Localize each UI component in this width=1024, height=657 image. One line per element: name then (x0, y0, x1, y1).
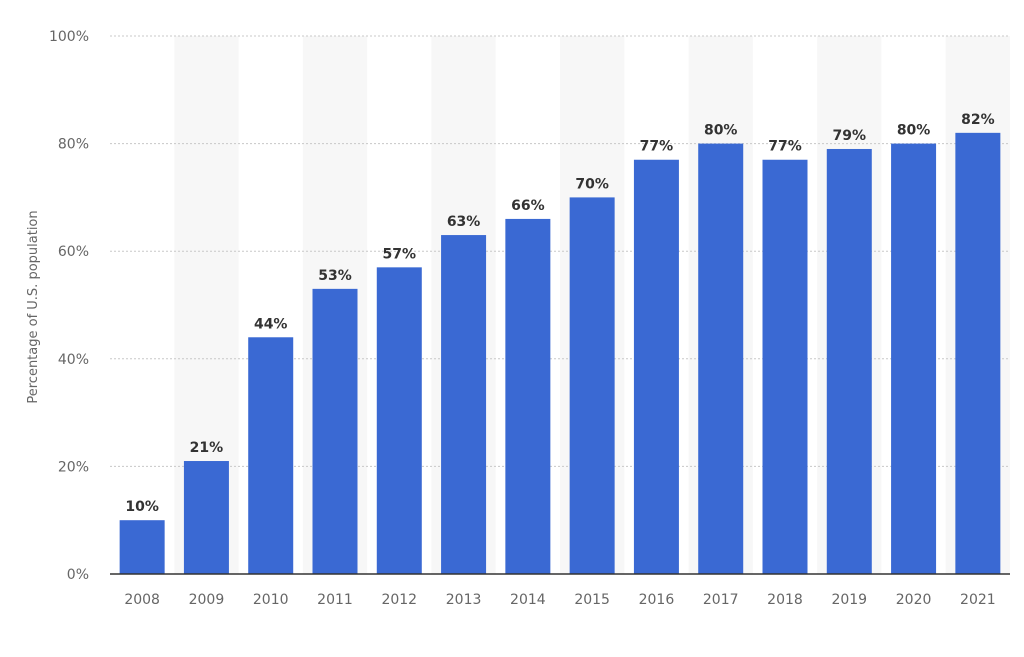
x-tick-label: 2021 (960, 592, 996, 608)
x-tick-label: 2012 (381, 592, 417, 608)
data-label-2011: 53% (318, 268, 352, 284)
y-tick-label: 60% (58, 244, 89, 260)
x-tick-label: 2013 (446, 592, 482, 608)
bar-2015[interactable] (569, 197, 615, 574)
x-tick-label: 2014 (510, 592, 546, 608)
y-axis-ticks: 0% 20% 40% 60% 80% 100% (49, 29, 89, 583)
x-tick-label: 2016 (639, 592, 675, 608)
x-tick-label: 2019 (831, 592, 867, 608)
bar-2009[interactable] (183, 461, 229, 574)
data-label-2014: 66% (511, 198, 545, 214)
y-tick-label: 20% (58, 459, 89, 475)
data-label-2015: 70% (575, 176, 609, 192)
bar-2010[interactable] (248, 337, 294, 574)
data-label-2009: 21% (190, 440, 224, 456)
x-tick-label: 2011 (317, 592, 353, 608)
x-tick-label: 2009 (189, 592, 225, 608)
data-label-2013: 63% (447, 214, 481, 230)
x-tick-label: 2008 (124, 592, 160, 608)
x-tick-label: 2020 (896, 592, 932, 608)
data-labels: 10% 21% 44% 53% 57% 63% 66% 70% 77% 80% 77% 79% 80% 8… (125, 112, 994, 515)
bars (119, 132, 1001, 575)
y-tick-label: 100% (49, 29, 89, 45)
bar-2008[interactable] (119, 520, 165, 574)
x-tick-label: 2015 (574, 592, 610, 608)
y-axis-title: Percentage of U.S. population (26, 210, 41, 403)
data-label-2017: 80% (704, 123, 738, 139)
bar-2019[interactable] (826, 148, 872, 575)
bar-2020[interactable] (891, 143, 937, 574)
y-tick-label: 0% (67, 567, 89, 583)
y-tick-label: 80% (58, 137, 89, 153)
data-label-2016: 77% (640, 139, 674, 155)
data-label-2012: 57% (383, 246, 417, 262)
bar-2014[interactable] (505, 218, 551, 575)
bar-2021[interactable] (955, 132, 1001, 574)
bar-2017[interactable] (698, 143, 744, 574)
data-label-2010: 44% (254, 316, 288, 332)
x-axis-ticks: 2008 2009 2010 2011 2012 2013 2014 2015 2016 2017… (124, 592, 995, 608)
bar-2018[interactable] (762, 159, 808, 575)
bar-2016[interactable] (633, 159, 679, 575)
bar-2012[interactable] (376, 267, 422, 574)
x-tick-label: 2018 (767, 592, 803, 608)
y-tick-label: 40% (58, 352, 89, 368)
bar-2011[interactable] (312, 288, 358, 574)
bar-2013[interactable] (441, 235, 487, 574)
data-label-2018: 77% (768, 139, 802, 155)
x-tick-label: 2010 (253, 592, 289, 608)
data-label-2019: 79% (833, 128, 867, 144)
x-tick-label: 2017 (703, 592, 739, 608)
data-label-2021: 82% (961, 112, 995, 128)
data-label-2008: 10% (125, 499, 159, 515)
data-label-2020: 80% (897, 123, 931, 139)
